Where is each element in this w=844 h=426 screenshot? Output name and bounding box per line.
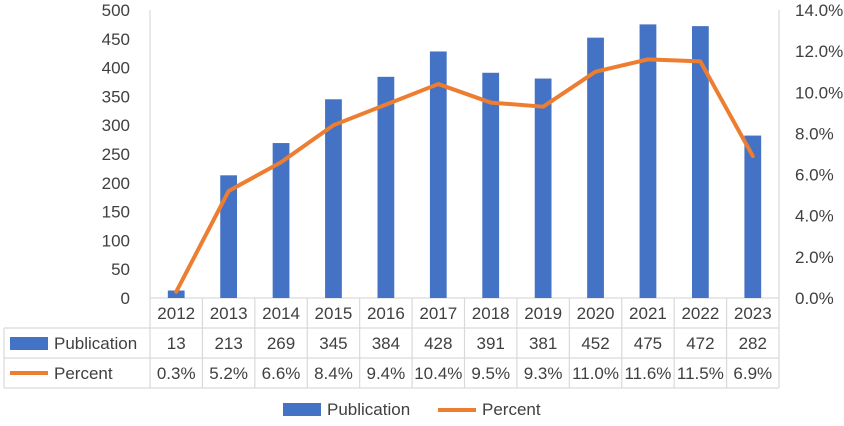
percent-value-label: 6.9% <box>733 364 772 383</box>
publication-value-label: 269 <box>267 334 295 353</box>
category-label: 2016 <box>367 304 405 323</box>
publication-bar <box>691 26 709 299</box>
publication-value-label: 213 <box>214 334 242 353</box>
publication-value-label: 381 <box>529 334 557 353</box>
left-axis-tick-label: 150 <box>102 203 130 222</box>
left-axis-tick-label: 400 <box>102 59 130 78</box>
right-axis-tick-label: 2.0% <box>795 248 834 267</box>
category-label: 2017 <box>419 304 457 323</box>
right-axis-tick-label: 10.0% <box>795 83 843 102</box>
percent-value-label: 11.0% <box>572 364 619 383</box>
publication-bar <box>429 51 447 298</box>
publication-bar <box>272 143 290 298</box>
left-axis-tick-label: 0 <box>121 289 130 308</box>
left-axis-ticks: 0 50 100 150 200 250 300 350 400 450 500 <box>102 1 130 308</box>
category-label: 2023 <box>734 304 772 323</box>
left-axis-tick-label: 100 <box>102 231 130 250</box>
right-axis-tick-label: 4.0% <box>795 207 834 226</box>
right-axis-tick-label: 14.0% <box>795 1 843 20</box>
percent-value-label: 8.4% <box>314 364 353 383</box>
right-axis-tick-label: 0.0% <box>795 289 834 308</box>
legend: Publication Percent <box>283 400 541 419</box>
data-table: 2012 2013 2014 2015 2016 2017 2018 2019 2020 2021… <box>3 297 779 389</box>
legend-percent-label: Percent <box>482 400 541 419</box>
right-axis-tick-label: 8.0% <box>795 124 834 143</box>
left-axis-tick-label: 200 <box>102 174 130 193</box>
right-axis-ticks: 0.0% 2.0% 4.0% 6.0% 8.0% 10.0% 12.0% 14.0% <box>795 1 843 308</box>
publication-bar <box>220 175 238 298</box>
category-label: 2014 <box>262 304 300 323</box>
publication-value-label: 452 <box>581 334 609 353</box>
publication-value-label: 282 <box>739 334 767 353</box>
percent-value-label: 6.6% <box>262 364 301 383</box>
publication-value-label: 428 <box>424 334 452 353</box>
publication-bar <box>167 290 185 298</box>
publication-bar <box>325 99 342 298</box>
right-axis-tick-label: 12.0% <box>795 42 843 61</box>
publication-bar <box>482 72 500 298</box>
category-label: 2021 <box>629 304 667 323</box>
percent-line <box>174 57 755 294</box>
right-axis-tick-label: 6.0% <box>795 166 834 185</box>
legend-publication-label: Publication <box>327 400 410 419</box>
category-label: 2013 <box>210 304 248 323</box>
category-label: 2018 <box>472 304 510 323</box>
category-label: 2012 <box>157 304 195 323</box>
table-publication-label: Publication <box>54 334 137 353</box>
percent-value-label: 11.6% <box>624 364 671 383</box>
publication-value-label: 13 <box>167 334 186 353</box>
category-label: 2015 <box>315 304 353 323</box>
axes <box>149 10 780 388</box>
publication-bar <box>534 78 552 298</box>
publication-bar <box>377 76 395 298</box>
publication-bar <box>587 37 604 298</box>
percent-value-label: 0.3% <box>157 364 196 383</box>
bar-series <box>167 24 762 299</box>
left-axis-tick-label: 350 <box>102 87 130 106</box>
left-axis-tick-label: 50 <box>111 260 130 279</box>
percent-value-label: 9.4% <box>367 364 406 383</box>
percent-value-label: 9.5% <box>471 364 510 383</box>
left-axis-tick-label: 500 <box>102 1 130 20</box>
table-publication-swatch <box>10 337 48 350</box>
percent-value-label: 11.5% <box>677 364 724 383</box>
left-axis-tick-label: 300 <box>102 116 130 135</box>
publication-bar <box>744 135 762 298</box>
publication-value-label: 391 <box>477 334 505 353</box>
publication-bar <box>639 24 657 299</box>
legend-publication-swatch <box>283 403 321 416</box>
percent-value-label: 10.4% <box>414 364 462 383</box>
line-series <box>174 57 755 294</box>
publication-value-label: 475 <box>634 334 662 353</box>
category-label: 2019 <box>524 304 562 323</box>
publication-value-label: 345 <box>319 334 347 353</box>
left-axis-tick-label: 250 <box>102 145 130 164</box>
percent-value-label: 5.2% <box>209 364 248 383</box>
table-percent-label: Percent <box>54 364 113 383</box>
publication-value-label: 472 <box>686 334 714 353</box>
percent-value-label: 9.3% <box>524 364 563 383</box>
publication-value-label: 384 <box>372 334 400 353</box>
category-label: 2022 <box>681 304 719 323</box>
category-label: 2020 <box>577 304 615 323</box>
left-axis-tick-label: 450 <box>102 30 130 49</box>
